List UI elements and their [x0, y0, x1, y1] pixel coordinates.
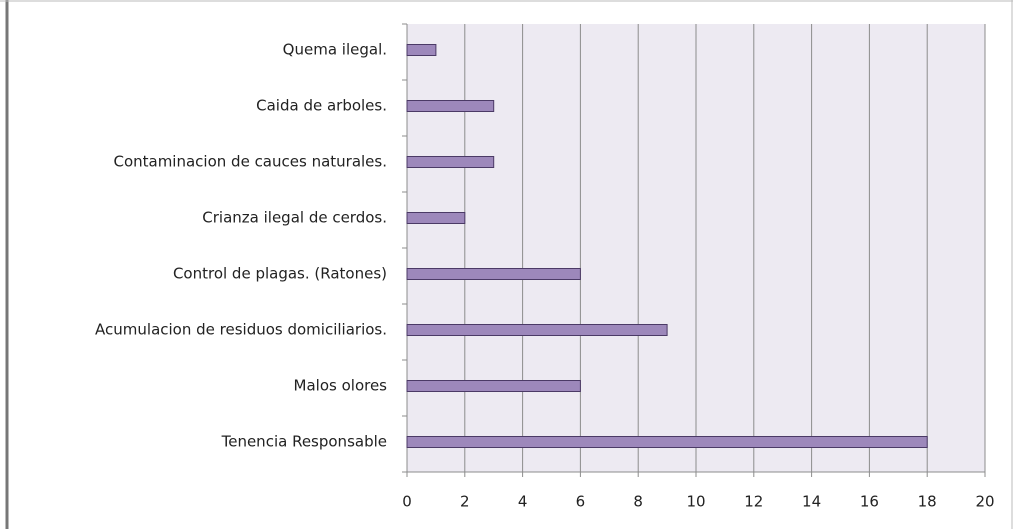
bar [406, 380, 581, 392]
x-tick-label: 14 [802, 493, 821, 511]
bar [406, 212, 466, 224]
x-tick-label: 4 [518, 493, 528, 511]
y-tick-label: Malos olores [294, 377, 388, 395]
y-tick-label: Acumulacion de residuos domiciliarios. [95, 321, 387, 339]
y-tick-label: Crianza ilegal de cerdos. [202, 209, 387, 227]
bar [406, 436, 928, 448]
x-tick-label: 2 [460, 493, 470, 511]
x-tick-label: 16 [860, 493, 879, 511]
y-tick-label: Quema ilegal. [283, 41, 387, 59]
x-tick-label: 6 [576, 493, 586, 511]
x-tick-label: 8 [633, 493, 643, 511]
y-tick-label: Contaminacion de cauces naturales. [113, 153, 387, 171]
y-tick-label: Control de plagas. (Ratones) [173, 265, 387, 283]
x-tick-label: 12 [744, 493, 763, 511]
x-tick-label: 18 [918, 493, 937, 511]
bar [406, 156, 495, 168]
x-tick-label: 20 [975, 493, 994, 511]
x-tick-label: 10 [686, 493, 705, 511]
y-tick-label: Caida de arboles. [256, 97, 387, 115]
x-tick-label: 0 [402, 493, 412, 511]
bar [406, 44, 437, 56]
y-tick-label: Tenencia Responsable [221, 433, 387, 451]
bar [406, 268, 581, 280]
bar [406, 100, 495, 112]
bar [406, 324, 668, 336]
